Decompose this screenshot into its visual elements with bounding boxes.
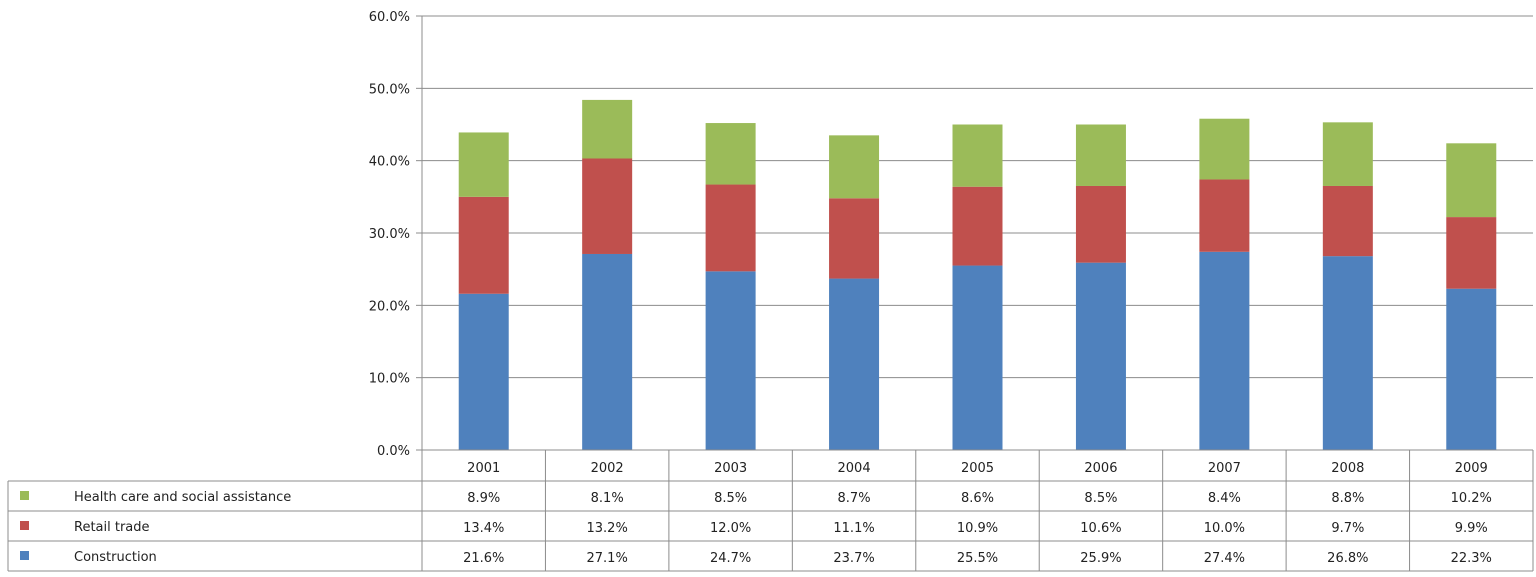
data-table-cell: 8.8% <box>1331 491 1364 506</box>
bar-segment-health-care-and-social-assistance <box>1199 118 1250 180</box>
y-tick-label: 50.0% <box>369 82 410 97</box>
bar-segment-retail-trade <box>582 158 633 254</box>
x-tick-label: 2009 <box>1455 461 1488 476</box>
bar-segment-health-care-and-social-assistance <box>1075 124 1126 186</box>
bar-segment-construction <box>1446 288 1497 450</box>
data-table-cell: 26.8% <box>1327 551 1368 566</box>
data-table-cell: 8.4% <box>1208 491 1241 506</box>
bar-segment-retail-trade <box>1446 217 1497 289</box>
legend-swatch <box>20 491 29 500</box>
bar-segment-health-care-and-social-assistance <box>1322 122 1373 186</box>
x-tick-label: 2002 <box>591 461 624 476</box>
data-table-cell: 25.5% <box>957 551 998 566</box>
y-tick-label: 60.0% <box>369 10 410 25</box>
legend-label: Construction <box>74 550 157 565</box>
bar-segment-construction <box>1075 262 1126 450</box>
bar-segment-construction <box>582 253 633 450</box>
bar-segment-construction <box>1199 251 1250 450</box>
bar-segment-retail-trade <box>952 186 1003 266</box>
bar-segment-construction <box>1322 256 1373 450</box>
bar-segment-construction <box>952 265 1003 450</box>
data-table-cell: 24.7% <box>710 551 751 566</box>
bar-segment-health-care-and-social-assistance <box>829 135 880 199</box>
data-table-cell: 27.4% <box>1204 551 1245 566</box>
bar-segment-health-care-and-social-assistance <box>705 123 756 185</box>
x-tick-label: 2004 <box>838 461 871 476</box>
x-tick-label: 2005 <box>961 461 994 476</box>
data-table-cell: 8.6% <box>961 491 994 506</box>
data-table-cell: 22.3% <box>1451 551 1492 566</box>
y-tick-label: 0.0% <box>377 444 410 459</box>
data-table-cell: 21.6% <box>463 551 504 566</box>
data-table-cell: 8.7% <box>838 491 871 506</box>
data-table-cell: 25.9% <box>1080 551 1121 566</box>
data-table-cell: 23.7% <box>833 551 874 566</box>
x-tick-label: 2006 <box>1084 461 1117 476</box>
data-table-cell: 8.5% <box>714 491 747 506</box>
bar-segment-health-care-and-social-assistance <box>582 99 633 159</box>
data-table-cell: 10.6% <box>1080 521 1121 536</box>
y-tick-label: 30.0% <box>369 227 410 242</box>
data-table-cell: 8.9% <box>467 491 500 506</box>
bar-segment-retail-trade <box>458 196 509 294</box>
x-tick-label: 2008 <box>1331 461 1364 476</box>
bar-segment-construction <box>458 293 509 450</box>
data-table-cell: 13.4% <box>463 521 504 536</box>
data-table-cell: 11.1% <box>833 521 874 536</box>
data-table-cell: 10.2% <box>1451 491 1492 506</box>
data-table-cell: 12.0% <box>710 521 751 536</box>
bar-segment-retail-trade <box>829 198 880 279</box>
data-table-cell: 27.1% <box>587 551 628 566</box>
data-table-cell: 9.9% <box>1455 521 1488 536</box>
bar-segment-retail-trade <box>1199 179 1250 252</box>
data-table-cell: 13.2% <box>587 521 628 536</box>
x-tick-label: 2007 <box>1208 461 1241 476</box>
bar-segment-retail-trade <box>1075 185 1126 263</box>
x-tick-label: 2001 <box>467 461 500 476</box>
bar-segment-health-care-and-social-assistance <box>458 132 509 197</box>
bar-segment-construction <box>829 278 880 450</box>
data-table-cell: 9.7% <box>1331 521 1364 536</box>
legend-label: Retail trade <box>74 520 150 535</box>
y-tick-label: 10.0% <box>369 372 410 387</box>
legend-swatch <box>20 521 29 530</box>
data-table-cell: 10.9% <box>957 521 998 536</box>
x-tick-label: 2003 <box>714 461 747 476</box>
legend-label: Health care and social assistance <box>74 490 291 505</box>
y-tick-label: 20.0% <box>369 299 410 314</box>
bar-segment-health-care-and-social-assistance <box>952 124 1003 187</box>
bar-segment-retail-trade <box>1322 185 1373 257</box>
bar-segment-health-care-and-social-assistance <box>1446 143 1497 218</box>
bar-segment-retail-trade <box>705 184 756 272</box>
bar-segment-construction <box>705 271 756 450</box>
data-table-cell: 8.1% <box>591 491 624 506</box>
data-table-cell: 10.0% <box>1204 521 1245 536</box>
y-tick-label: 40.0% <box>369 155 410 170</box>
data-table-cell: 8.5% <box>1084 491 1117 506</box>
legend-swatch <box>20 551 29 560</box>
